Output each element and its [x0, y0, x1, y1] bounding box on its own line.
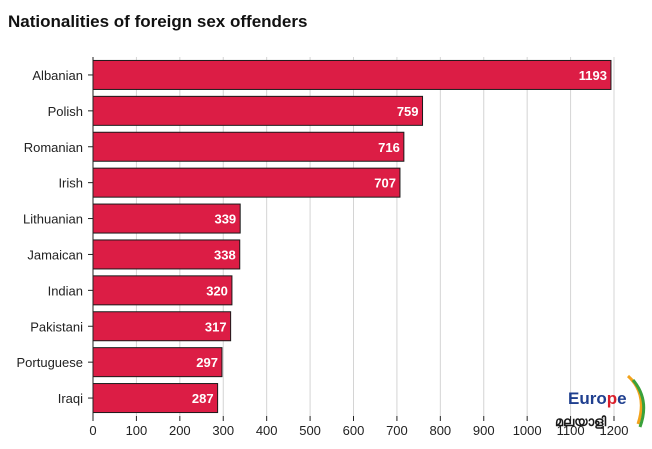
x-tick-label: 100 [126, 423, 148, 438]
bar-value-label: 317 [205, 319, 227, 334]
category-label: Portuguese [17, 355, 84, 370]
logo-script-text: മലയാളി [555, 414, 606, 430]
x-tick-label: 0 [89, 423, 96, 438]
logo-letter: u [579, 389, 589, 408]
logo-swoosh-orange [626, 374, 643, 425]
category-label: Irish [58, 176, 83, 191]
bar-value-label: 297 [196, 355, 218, 370]
logo-letter: E [568, 389, 579, 408]
bar-value-label: 707 [374, 176, 396, 191]
logo-wordmark: Europe [568, 389, 627, 408]
x-tick-label: 1100 [557, 423, 585, 438]
x-tick-label: 1000 [513, 423, 542, 438]
europe-malayali-logo: Europe മലയാളി [555, 374, 646, 430]
bar-value-label: 759 [397, 104, 419, 119]
x-tick-label: 600 [343, 423, 365, 438]
category-label: Lithuanian [23, 212, 83, 227]
bar [92, 131, 405, 162]
bar-value-label: 338 [214, 247, 236, 262]
bar [92, 275, 233, 306]
x-tick-label: 500 [299, 423, 321, 438]
x-tick-label: 300 [212, 423, 234, 438]
axes: 0 100 200 300 400 500 600 700 800 900 1000 1100 1200… [17, 57, 629, 438]
category-label: Pakistani [30, 319, 83, 334]
chart-title: Nationalities of foreign sex offenders [8, 12, 308, 31]
x-tick-label: 800 [429, 423, 451, 438]
logo-letter: p [607, 389, 617, 408]
category-label: Iraqi [58, 391, 83, 406]
bar [92, 59, 612, 90]
category-label: Albanian [32, 68, 83, 83]
bars: 1193 759 716 707 339 338 320 317 297 287 [92, 59, 612, 414]
logo-letter: r [590, 389, 597, 408]
logo-letter: e [617, 389, 626, 408]
logo-letter: o [596, 389, 606, 408]
bar-value-label: 1193 [579, 68, 607, 83]
x-tick-label: 900 [473, 423, 495, 438]
x-tick-label: 200 [169, 423, 191, 438]
bar [92, 383, 219, 414]
category-label: Indian [48, 283, 83, 298]
bar [92, 95, 424, 126]
bar-value-label: 320 [206, 283, 228, 298]
category-label: Romanian [24, 140, 83, 155]
category-label: Jamaican [27, 247, 83, 262]
bar-value-label: 716 [378, 140, 400, 155]
bar [92, 167, 401, 198]
logo-swoosh-green [631, 379, 646, 428]
category-label: Polish [48, 104, 83, 119]
x-tick-label: 1200 [600, 423, 629, 438]
bar-value-label: 339 [214, 212, 236, 227]
gridlines [135, 57, 615, 416]
bar-value-label: 287 [192, 391, 214, 406]
x-tick-label: 400 [256, 423, 278, 438]
x-tick-label: 700 [386, 423, 408, 438]
bar [92, 311, 232, 342]
